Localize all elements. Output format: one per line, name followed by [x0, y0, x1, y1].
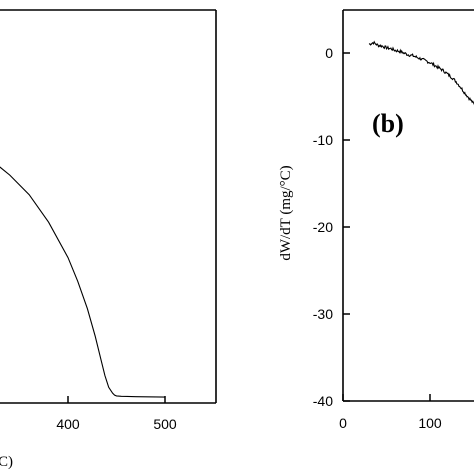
- panel-a-x-ticks: 400 500: [56, 396, 177, 432]
- panel-b-y-tick-label: -20: [313, 219, 333, 235]
- panel-b-label: (b): [372, 109, 404, 138]
- panel-b-y-axis-title: dW/dT (mg/°C): [278, 165, 294, 260]
- panel-b-y-ticks: 0 -10 -20 -30 -40: [313, 45, 350, 409]
- panel-b-y-tick-label: -30: [313, 306, 333, 322]
- panel-a: 400 500 C): [0, 9, 217, 470]
- panel-a-x-tick-label: 500: [153, 416, 177, 432]
- panel-b-x-tick-label: 0: [339, 415, 347, 431]
- panel-b-y-tick-label: 0: [325, 45, 333, 61]
- panel-b-x-tick-label: 100: [418, 415, 442, 431]
- panel-b-x-ticks: 0 100: [339, 394, 442, 431]
- panel-a-x-axis-title: C): [0, 454, 13, 470]
- panel-a-x-tick-label: 400: [56, 416, 80, 432]
- panel-b-y-tick-label: -10: [313, 132, 333, 148]
- panel-b: 0 -10 -20 -30 -40 0 100 (b) dW/dT (mg/°C): [278, 9, 474, 431]
- panel-a-series-line: [0, 166, 166, 398]
- panel-b-series-line: [368, 40, 474, 106]
- panel-b-y-tick-label: -40: [313, 393, 333, 409]
